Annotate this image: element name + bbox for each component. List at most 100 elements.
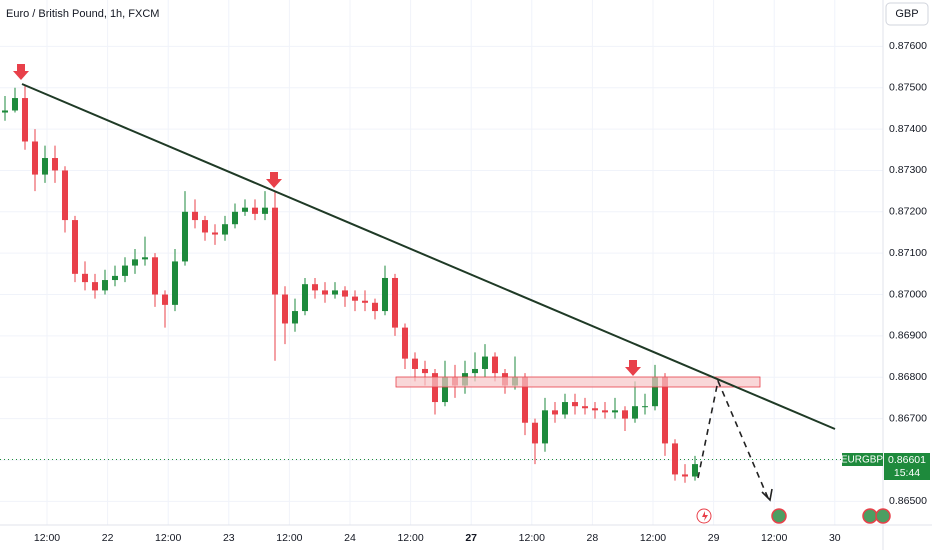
chart-title: Euro / British Pound, 1h, FXCM (6, 8, 159, 20)
candle-body (262, 207, 268, 214)
candle-body (272, 207, 278, 295)
candle-body (412, 358, 418, 369)
candle-body (82, 273, 88, 283)
arrow-marker (13, 64, 29, 80)
candle-body (522, 377, 528, 423)
candle-body (242, 207, 248, 212)
candle-body (572, 402, 578, 407)
event-icon[interactable] (771, 508, 787, 524)
candle-body (92, 282, 98, 291)
candle-body (212, 232, 218, 235)
candle-body (182, 211, 188, 262)
candle-body (62, 170, 68, 221)
candle-body (102, 280, 108, 291)
candle-body (22, 98, 28, 142)
candle-body (172, 261, 178, 305)
y-tick-label: 0.87600 (889, 40, 927, 52)
y-tick-label: 0.87300 (889, 164, 927, 176)
y-tick-label: 0.87100 (889, 247, 927, 259)
candle-body (142, 257, 148, 260)
candle-body (112, 275, 118, 281)
candle-body (372, 302, 378, 312)
candle-body (692, 464, 698, 477)
candle-body (342, 290, 348, 297)
symbol-label: EURGBP (841, 455, 884, 466)
candle-body (642, 406, 648, 408)
candle-body (72, 220, 78, 274)
countdown-label: 15:44 (894, 467, 920, 479)
candle-body (592, 408, 598, 411)
event-icon[interactable] (862, 508, 878, 524)
candle-body (232, 211, 238, 225)
candle-body (542, 410, 548, 444)
arrow-marker (625, 360, 641, 376)
event-icon-glyph (702, 511, 708, 521)
candle-body (312, 284, 318, 291)
candle-body (422, 368, 428, 374)
candle-body (662, 377, 668, 444)
x-tick-label: 30 (829, 532, 841, 544)
currency-button-label: GBP (895, 8, 918, 20)
candle-body (292, 311, 298, 324)
candle-body (482, 356, 488, 369)
x-tick-label: 12:00 (276, 532, 302, 544)
candle-body (252, 207, 258, 214)
currency-button[interactable] (885, 2, 929, 26)
candle-body (472, 368, 478, 374)
y-tick-label: 0.87500 (889, 82, 927, 94)
arrow-marker (266, 172, 282, 188)
candle-body (2, 110, 8, 113)
last-price-tag (884, 453, 930, 480)
y-tick-label: 0.87400 (889, 123, 927, 135)
trend-line (21, 83, 836, 430)
x-tick-label: 12:00 (640, 532, 666, 544)
candle-body (492, 356, 498, 374)
y-tick-label: 0.86500 (889, 495, 927, 507)
x-tick-label: 28 (587, 532, 599, 544)
candle-body (162, 294, 168, 305)
candle-body (192, 211, 198, 221)
x-tick-label: 12:00 (34, 532, 60, 544)
candle-body (682, 474, 688, 477)
candle-body (602, 410, 608, 413)
candle-body (532, 422, 538, 444)
candle-body (52, 158, 58, 171)
x-tick-label: 12:00 (155, 532, 181, 544)
candle-body (622, 410, 628, 419)
candle-body (202, 220, 208, 233)
last-price-label: 0.86601 (888, 454, 926, 466)
candle-body (32, 141, 38, 175)
candle-body (322, 290, 328, 295)
price-axis: 0.87600 0.87500 0.87400 0.87300 0.87200 0.871… (889, 40, 927, 507)
x-tick-label: 24 (344, 532, 356, 544)
candle-body (442, 377, 448, 403)
candle-body (402, 327, 408, 359)
candle-body (632, 406, 638, 419)
x-tick-label: 12:00 (519, 532, 545, 544)
candle-body (432, 373, 438, 403)
candle-body (612, 410, 618, 413)
x-tick-label: 29 (708, 532, 720, 544)
projection-arrowhead (761, 488, 773, 502)
candle-body (582, 406, 588, 409)
x-tick-label: 12:00 (397, 532, 423, 544)
candle-body (392, 277, 398, 328)
candle-body (42, 158, 48, 175)
candle-body (282, 294, 288, 324)
resistance-zone (395, 376, 761, 388)
candle-body (302, 284, 308, 312)
y-tick-label: 0.86900 (889, 330, 927, 342)
y-tick-label: 0.87000 (889, 288, 927, 300)
candle-body (562, 402, 568, 415)
candle-body (652, 377, 658, 407)
candle-body (122, 265, 128, 276)
candle-body (552, 410, 558, 415)
candle-body (12, 98, 18, 111)
candles (2, 85, 698, 483)
x-tick-label: 22 (102, 532, 114, 544)
event-icon[interactable] (875, 508, 891, 524)
y-tick-label: 0.87200 (889, 206, 927, 218)
y-tick-label: 0.86700 (889, 412, 927, 424)
